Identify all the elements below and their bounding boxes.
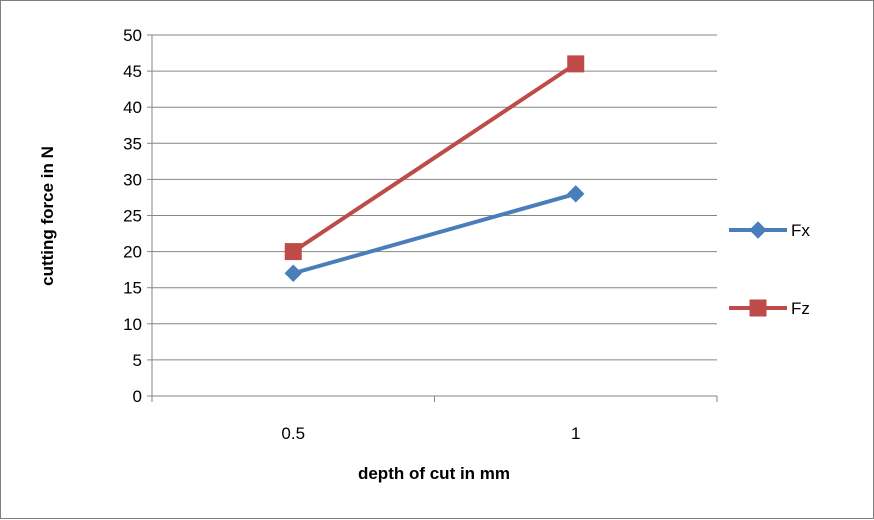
legend-label: Fz — [791, 299, 810, 318]
y-tick-label: 10 — [123, 315, 142, 334]
series-fx — [284, 185, 585, 282]
series-layer — [284, 55, 585, 282]
x-tick-label: 1 — [571, 424, 580, 443]
y-tick-label: 25 — [123, 207, 142, 226]
legend-marker — [749, 221, 767, 239]
data-point-fz — [284, 243, 302, 261]
y-tick-labels: 0 5 10 15 20 25 30 35 40 45 50 — [123, 26, 142, 406]
data-point-fx — [567, 185, 585, 203]
legend-item-fz: Fz — [729, 299, 810, 318]
y-tick-label: 15 — [123, 279, 142, 298]
series-line-fz — [292, 62, 577, 254]
data-point-fz — [567, 55, 585, 73]
legend-item-fx: Fx — [729, 221, 810, 240]
y-axis-title: cutting force in N — [38, 146, 57, 286]
y-tick-label: 0 — [133, 387, 142, 406]
gridlines — [152, 34, 717, 361]
legend-marker — [749, 299, 767, 317]
y-tick-label: 35 — [123, 134, 142, 153]
axes — [147, 34, 718, 402]
series-fz — [284, 55, 585, 261]
y-tick-label: 30 — [123, 170, 142, 189]
series-line-fx — [292, 191, 577, 276]
y-tick-label: 5 — [133, 351, 142, 370]
data-point-fx — [284, 264, 302, 282]
y-tick-label: 20 — [123, 243, 142, 262]
x-tick-label: 0.5 — [281, 424, 305, 443]
y-tick-label: 45 — [123, 62, 142, 81]
y-tick-label: 50 — [123, 26, 142, 45]
x-axis-title: depth of cut in mm — [358, 464, 510, 483]
y-tick-label: 40 — [123, 98, 142, 117]
x-tick-labels: 0.5 1 — [281, 424, 580, 443]
legend-label: Fx — [791, 221, 810, 240]
legend: Fx Fz — [729, 221, 810, 318]
